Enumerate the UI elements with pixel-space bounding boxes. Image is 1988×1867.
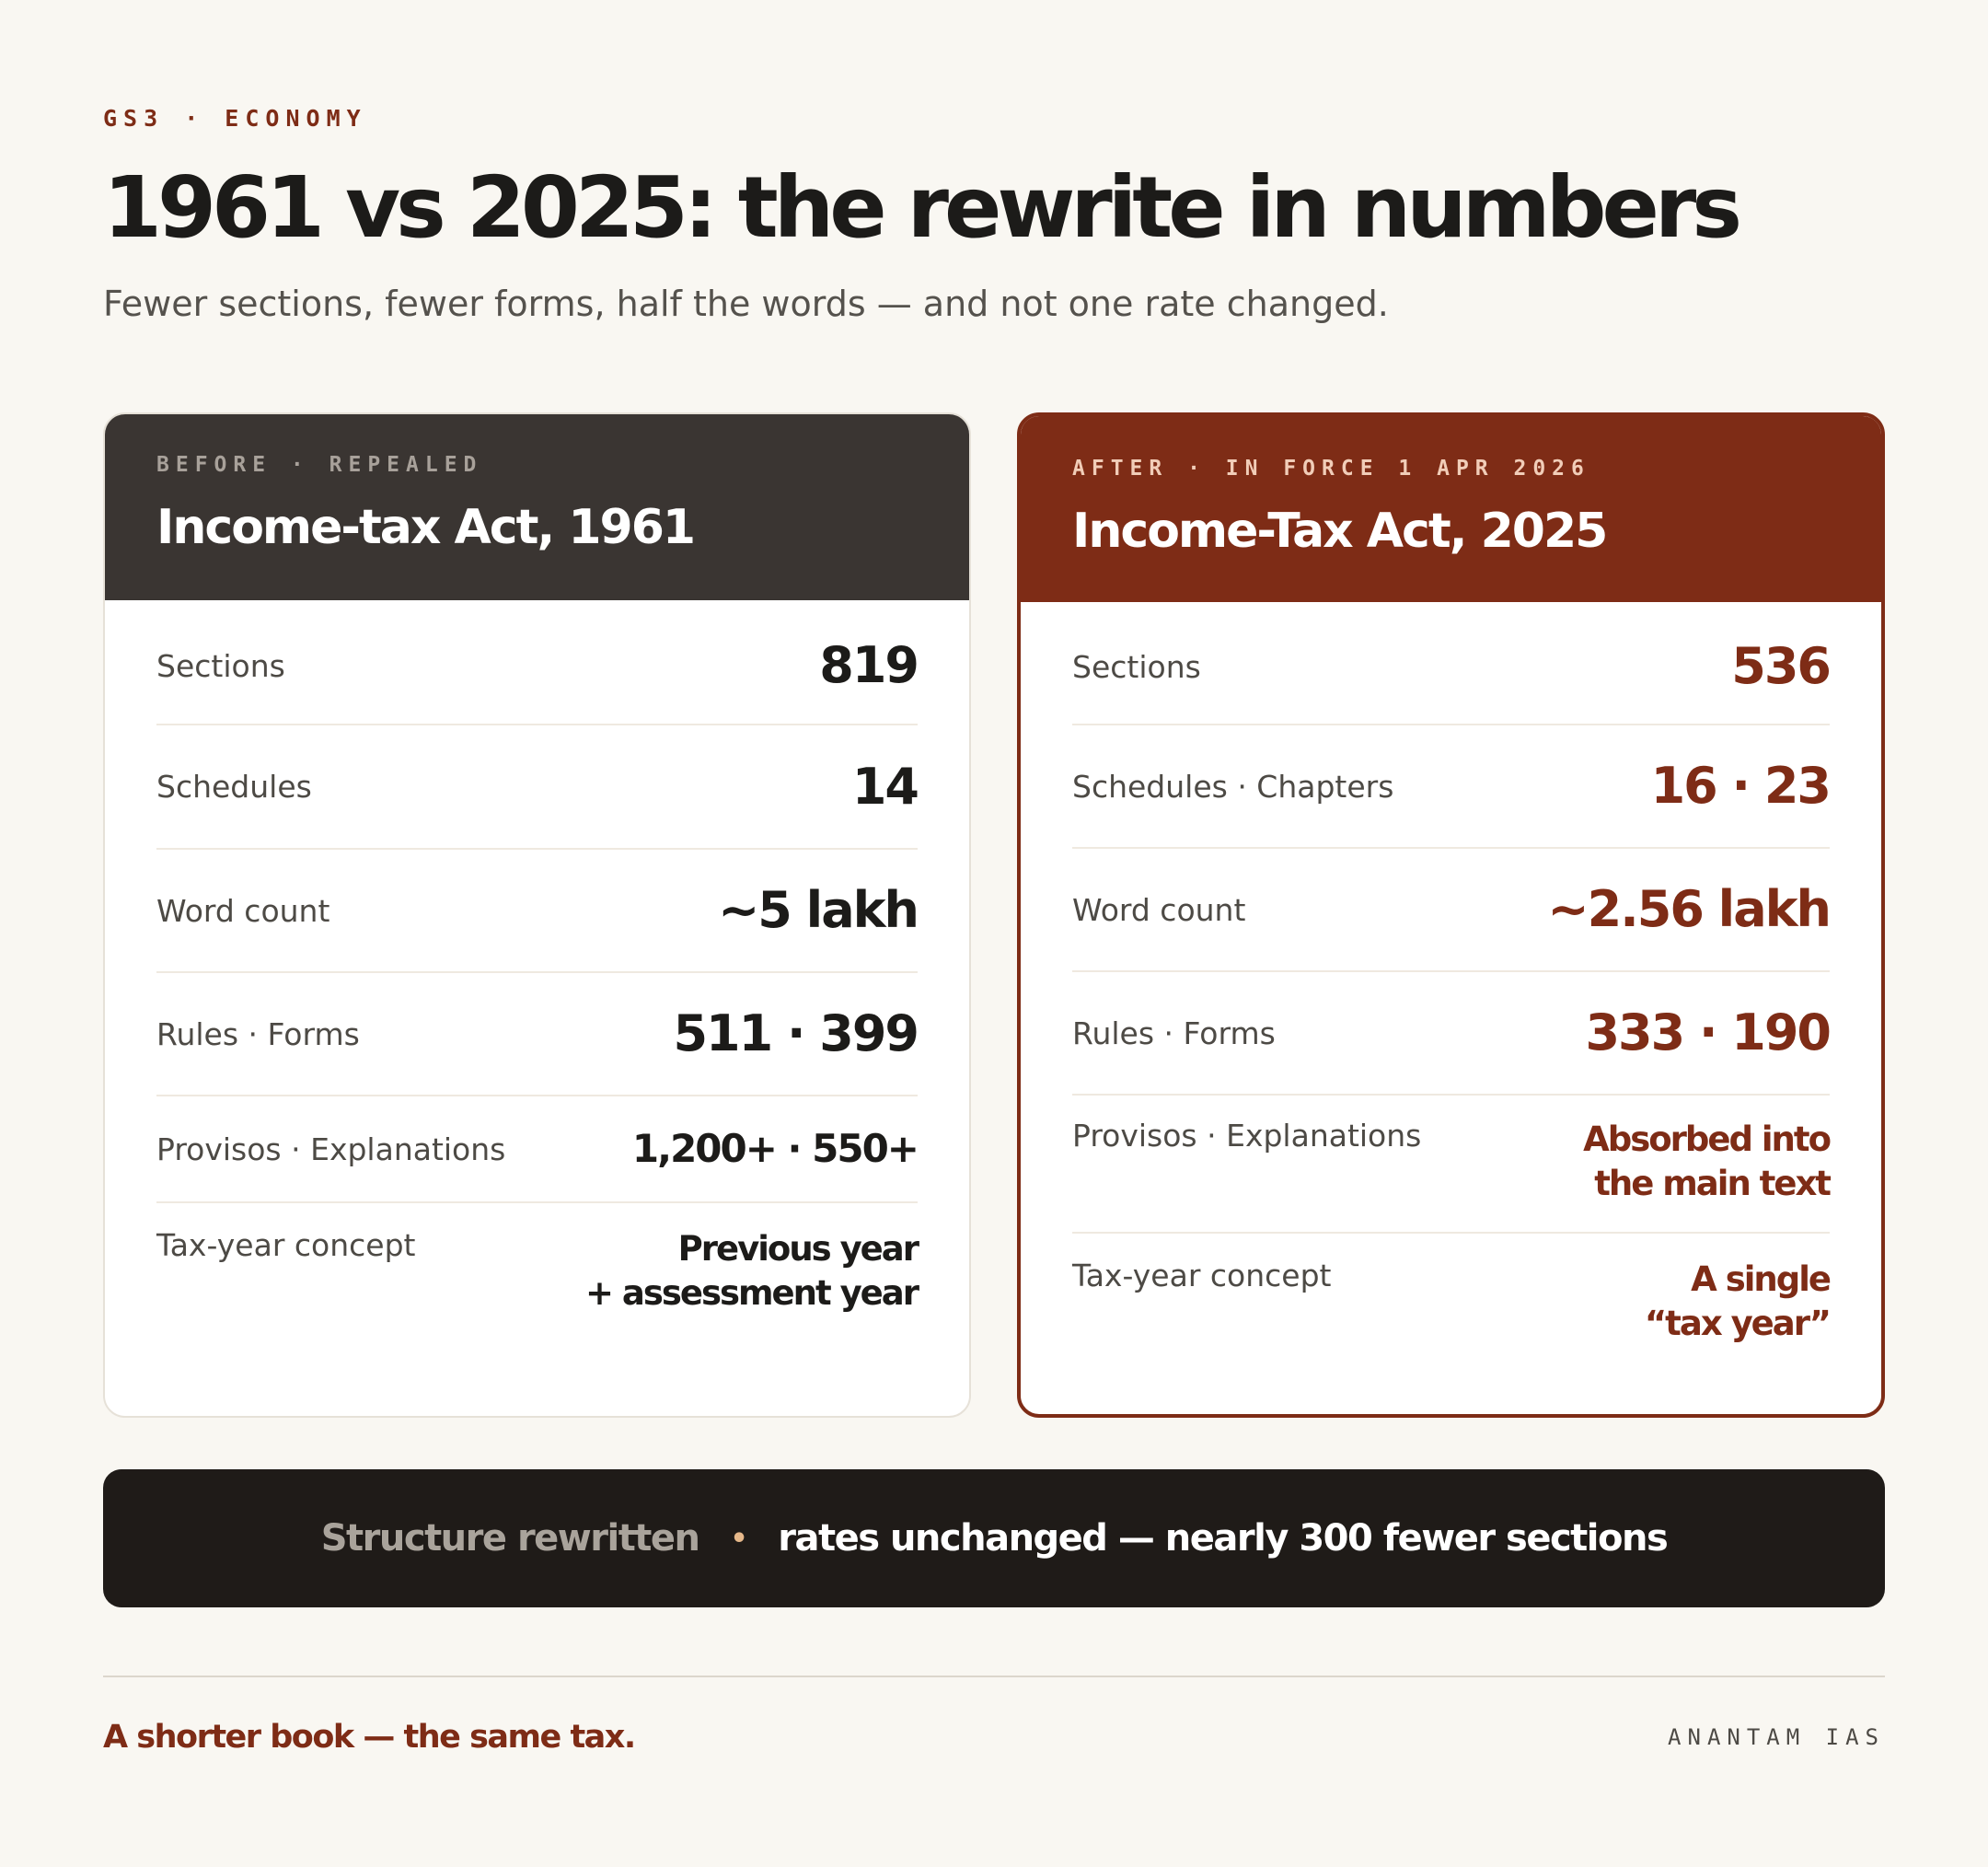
row-value-line: Absorbed into <box>1583 1119 1832 1159</box>
card-before-header: BEFORE · REPEALED Income-tax Act, 1961 <box>105 414 969 600</box>
row-value: A single “tax year” <box>1644 1258 1832 1346</box>
card-after-header: AFTER · IN FORCE 1 APR 2026 Income-Tax A… <box>1021 416 1881 602</box>
row-tax-year-concept: Tax-year concept A single “tax year” <box>1072 1234 1832 1381</box>
row-value-line: A single <box>1691 1259 1832 1299</box>
row-value: ~2.56 lakh <box>1547 880 1832 938</box>
page-subtitle: Fewer sections, fewer forms, half the wo… <box>103 284 1389 324</box>
row-tax-year-concept: Tax-year concept Previous year + assessm… <box>156 1203 919 1351</box>
row-value: Absorbed into the main text <box>1583 1118 1832 1206</box>
row-label: Tax-year concept <box>1072 1258 1332 1293</box>
row-label: Provisos · Explanations <box>156 1131 506 1167</box>
card-before-title: Income-tax Act, 1961 <box>156 500 696 555</box>
row-word-count: Word count ~5 lakh <box>156 850 919 973</box>
row-label: Schedules <box>156 769 312 805</box>
infographic: GS3 · ECONOMY 1961 vs 2025: the rewrite … <box>103 103 1885 1756</box>
row-provisos-explanations: Provisos · Explanations Absorbed into th… <box>1072 1096 1832 1234</box>
banner-muted-text: Structure rewritten <box>320 1517 700 1560</box>
row-label: Word count <box>156 892 330 929</box>
row-label: Word count <box>1072 891 1246 928</box>
row-value: ~5 lakh <box>718 881 919 939</box>
row-schedules-chapters: Schedules · Chapters 16 · 23 <box>1072 725 1832 849</box>
row-label: Sections <box>156 647 285 684</box>
row-provisos-explanations: Provisos · Explanations 1,200+ · 550+ <box>156 1096 919 1203</box>
row-value: 1,200+ · 550+ <box>631 1126 919 1171</box>
row-value-line: Previous year <box>677 1229 919 1269</box>
footer-tagline: A shorter book — the same tax. <box>103 1719 636 1756</box>
row-value-line: + assessment year <box>584 1273 919 1313</box>
row-value: 333 · 190 <box>1585 1003 1832 1061</box>
bullet-dot-icon: • <box>730 1522 748 1555</box>
row-sections: Sections 536 <box>1072 602 1832 725</box>
row-rules-forms: Rules · Forms 511 · 399 <box>156 973 919 1096</box>
row-label: Sections <box>1072 648 1201 685</box>
card-after-kicker: AFTER · IN FORCE 1 APR 2026 <box>1072 457 1590 481</box>
card-after-title: Income-Tax Act, 2025 <box>1072 504 1608 559</box>
summary-banner: Structure rewritten • rates unchanged — … <box>103 1469 1885 1607</box>
row-label: Provisos · Explanations <box>1072 1118 1422 1154</box>
row-value: 536 <box>1731 637 1832 695</box>
row-value: 14 <box>851 757 919 816</box>
section-kicker: GS3 · ECONOMY <box>103 105 367 132</box>
row-word-count: Word count ~2.56 lakh <box>1072 849 1832 972</box>
card-after-rows: Sections 536 Schedules · Chapters 16 · 2… <box>1021 602 1881 1381</box>
footer-brand: ANANTAM IAS <box>1668 1724 1885 1750</box>
row-label: Schedules · Chapters <box>1072 768 1394 805</box>
banner-strong-text: rates unchanged — nearly 300 fewer secti… <box>778 1517 1669 1560</box>
row-value: 16 · 23 <box>1650 757 1832 815</box>
page-title: 1961 vs 2025: the rewrite in numbers <box>103 158 1742 257</box>
row-value: 819 <box>819 636 919 694</box>
card-after-2025: AFTER · IN FORCE 1 APR 2026 Income-Tax A… <box>1017 412 1885 1418</box>
card-before-kicker: BEFORE · REPEALED <box>156 453 483 477</box>
row-value-line: “tax year” <box>1644 1304 1832 1343</box>
row-label: Rules · Forms <box>156 1015 360 1052</box>
row-value-line: the main text <box>1594 1164 1832 1203</box>
row-rules-forms: Rules · Forms 333 · 190 <box>1072 972 1832 1096</box>
row-label: Tax-year concept <box>156 1227 416 1263</box>
row-schedules: Schedules 14 <box>156 725 919 850</box>
card-before-1961: BEFORE · REPEALED Income-tax Act, 1961 S… <box>103 412 971 1418</box>
row-value: 511 · 399 <box>673 1004 919 1062</box>
footer-divider <box>103 1676 1885 1677</box>
comparison-cards: BEFORE · REPEALED Income-tax Act, 1961 S… <box>103 412 1885 1418</box>
row-sections: Sections 819 <box>156 600 919 725</box>
card-before-rows: Sections 819 Schedules 14 Word count ~5 … <box>105 600 969 1351</box>
row-value: Previous year + assessment year <box>584 1227 919 1316</box>
row-label: Rules · Forms <box>1072 1015 1276 1051</box>
